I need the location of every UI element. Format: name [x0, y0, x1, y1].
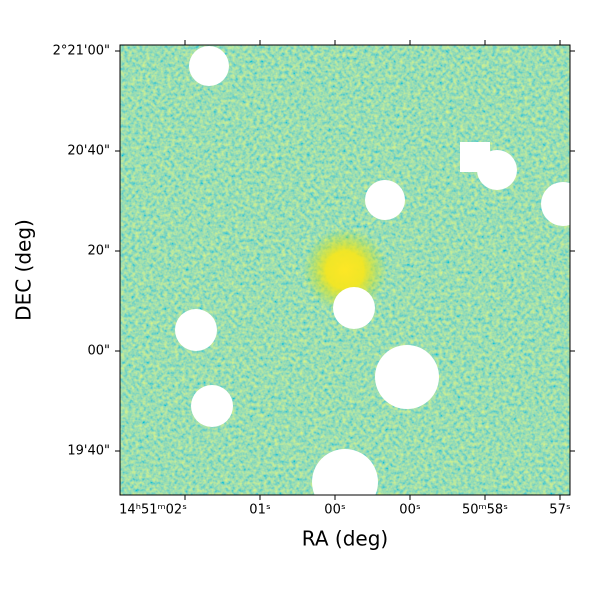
y-tick-label: 2°21'00"	[53, 44, 110, 59]
y-tick-label: 20'40"	[67, 144, 110, 159]
y-tick-label: 20"	[87, 244, 110, 259]
x-axis-label: RA (deg)	[302, 527, 388, 551]
y-tick-label: 19'40"	[67, 444, 110, 459]
x-tick-label: 01ˢ	[249, 503, 271, 518]
x-tick-label: 50ᵐ58ˢ	[462, 503, 508, 518]
y-axis-label: DEC (deg)	[12, 219, 36, 321]
x-tick-label: 14ʰ51ᵐ02ˢ	[119, 503, 187, 518]
image	[120, 45, 570, 495]
masks	[175, 46, 570, 495]
frame	[119, 44, 571, 496]
y-tick-label: 00"	[87, 344, 110, 359]
x-tick-label: 57ˢ	[549, 503, 571, 518]
x-tick-label: 00ˢ	[399, 503, 421, 518]
x-tick-label: 00ˢ	[324, 503, 346, 518]
